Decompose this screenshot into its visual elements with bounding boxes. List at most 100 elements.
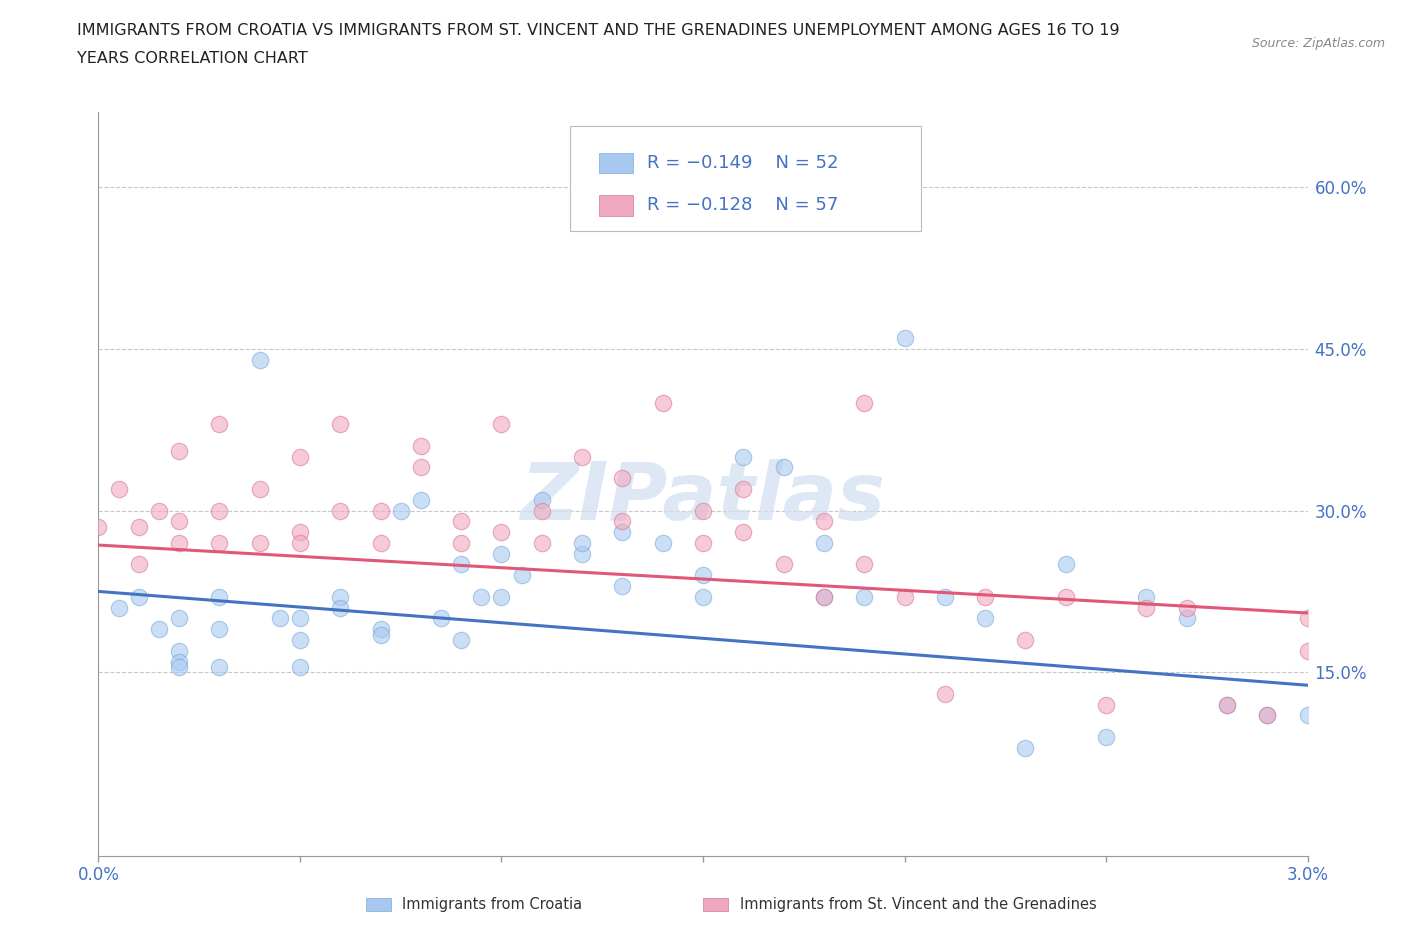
- Point: [208, 417, 231, 432]
- Point: [1296, 644, 1319, 658]
- Point: [409, 492, 432, 507]
- Point: [1296, 611, 1319, 626]
- Point: [1216, 698, 1239, 712]
- Point: [772, 460, 794, 475]
- Point: [167, 611, 190, 626]
- Point: [167, 514, 190, 529]
- Point: [651, 536, 673, 551]
- Point: [269, 611, 291, 626]
- Point: [530, 492, 553, 507]
- Point: [430, 611, 453, 626]
- Point: [491, 546, 513, 561]
- Point: [249, 482, 271, 497]
- Point: [208, 622, 231, 637]
- Point: [208, 590, 231, 604]
- Point: [934, 590, 956, 604]
- Point: [813, 590, 835, 604]
- Point: [329, 503, 352, 518]
- Point: [409, 438, 432, 453]
- Point: [167, 444, 190, 458]
- Point: [329, 600, 352, 615]
- Point: [370, 503, 392, 518]
- Text: Immigrants from St. Vincent and the Grenadines: Immigrants from St. Vincent and the Gren…: [740, 897, 1097, 912]
- Point: [491, 590, 513, 604]
- Point: [370, 627, 392, 642]
- Point: [208, 503, 231, 518]
- Point: [128, 557, 150, 572]
- Point: [974, 611, 997, 626]
- Text: Immigrants from Croatia: Immigrants from Croatia: [402, 897, 582, 912]
- Point: [1296, 708, 1319, 723]
- Point: [893, 330, 915, 345]
- Point: [612, 578, 634, 593]
- Point: [450, 514, 472, 529]
- Point: [329, 417, 352, 432]
- Point: [329, 590, 352, 604]
- Point: [612, 514, 634, 529]
- Point: [733, 482, 755, 497]
- Text: YEARS CORRELATION CHART: YEARS CORRELATION CHART: [77, 51, 308, 66]
- Point: [813, 536, 835, 551]
- Point: [1135, 600, 1157, 615]
- Point: [571, 536, 593, 551]
- Point: [1175, 600, 1198, 615]
- Point: [530, 536, 553, 551]
- Point: [470, 590, 492, 604]
- Point: [510, 568, 533, 583]
- Point: [692, 536, 714, 551]
- Point: [1014, 632, 1036, 647]
- Point: [1216, 698, 1239, 712]
- Point: [208, 536, 231, 551]
- Point: [733, 525, 755, 539]
- Point: [1054, 557, 1077, 572]
- Point: [1054, 590, 1077, 604]
- FancyBboxPatch shape: [569, 126, 921, 231]
- Point: [288, 536, 311, 551]
- Point: [651, 395, 673, 410]
- Point: [1095, 698, 1118, 712]
- FancyBboxPatch shape: [599, 153, 633, 173]
- Point: [1256, 708, 1278, 723]
- FancyBboxPatch shape: [599, 195, 633, 216]
- Point: [107, 600, 129, 615]
- Point: [288, 659, 311, 674]
- Point: [128, 519, 150, 534]
- Point: [571, 449, 593, 464]
- Point: [893, 590, 915, 604]
- Text: IMMIGRANTS FROM CROATIA VS IMMIGRANTS FROM ST. VINCENT AND THE GRENADINES UNEMPL: IMMIGRANTS FROM CROATIA VS IMMIGRANTS FR…: [77, 23, 1121, 38]
- Point: [772, 557, 794, 572]
- Point: [249, 352, 271, 367]
- Point: [1135, 590, 1157, 604]
- Point: [107, 482, 129, 497]
- Point: [733, 449, 755, 464]
- Point: [491, 417, 513, 432]
- Point: [974, 590, 997, 604]
- Point: [853, 557, 876, 572]
- Point: [813, 590, 835, 604]
- Point: [1256, 708, 1278, 723]
- Point: [612, 471, 634, 485]
- Point: [491, 525, 513, 539]
- Point: [1014, 740, 1036, 755]
- Point: [1175, 611, 1198, 626]
- Text: ZIPatlas: ZIPatlas: [520, 459, 886, 538]
- Point: [692, 590, 714, 604]
- Text: Source: ZipAtlas.com: Source: ZipAtlas.com: [1251, 37, 1385, 50]
- Point: [450, 536, 472, 551]
- Point: [167, 644, 190, 658]
- Point: [288, 449, 311, 464]
- Text: R = −0.149    N = 52: R = −0.149 N = 52: [647, 154, 839, 172]
- Point: [148, 503, 170, 518]
- Point: [853, 395, 876, 410]
- Point: [409, 460, 432, 475]
- Point: [813, 514, 835, 529]
- Point: [167, 536, 190, 551]
- Point: [167, 654, 190, 669]
- Point: [288, 525, 311, 539]
- Point: [450, 557, 472, 572]
- Point: [87, 519, 110, 534]
- Point: [370, 536, 392, 551]
- Point: [692, 503, 714, 518]
- Point: [288, 632, 311, 647]
- Point: [1095, 729, 1118, 744]
